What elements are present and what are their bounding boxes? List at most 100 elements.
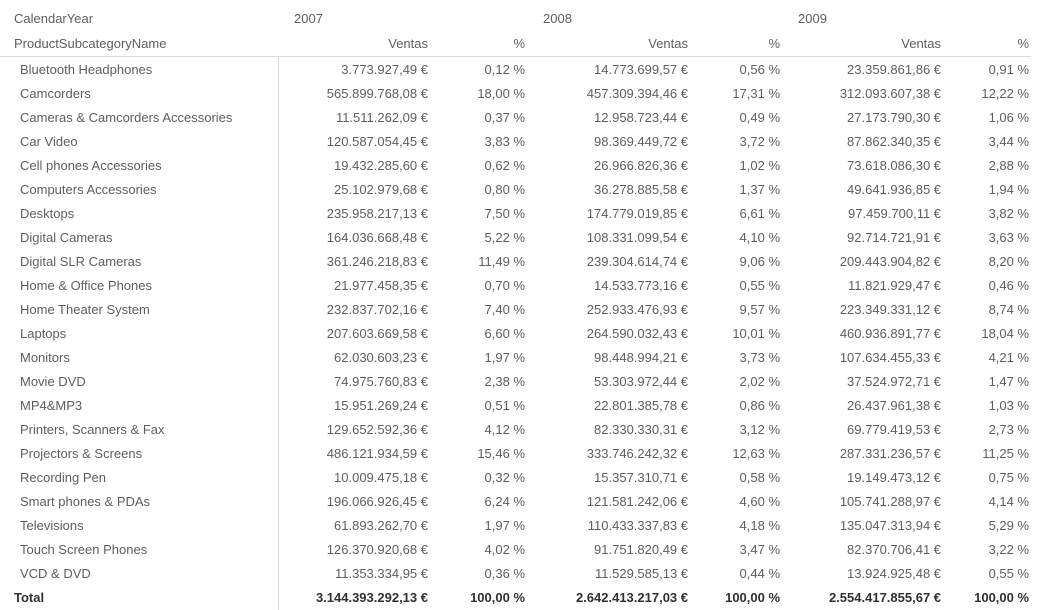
ventas-cell[interactable]: 74.975.760,83 €: [334, 373, 428, 389]
percent-cell[interactable]: 18,00 %: [477, 85, 526, 101]
percent-cell[interactable]: 0,55 %: [988, 565, 1030, 581]
percent-2008-header[interactable]: %: [690, 31, 783, 57]
ventas-cell[interactable]: 3.773.927,49 €: [341, 61, 428, 77]
row-label[interactable]: Printers, Scanners & Fax: [0, 417, 279, 441]
ventas-cell[interactable]: 26.966.826,36 €: [594, 157, 689, 173]
ventas-cell[interactable]: 105.741.288,97 €: [839, 493, 942, 509]
column-dimension-header[interactable]: CalendarYear: [14, 11, 94, 26]
ventas-cell[interactable]: 26.437.961,38 €: [847, 397, 942, 413]
percent-cell[interactable]: 0,32 %: [484, 469, 526, 485]
ventas-cell[interactable]: 108.331.099,54 €: [586, 229, 689, 245]
percent-cell[interactable]: 0,86 %: [739, 397, 781, 413]
row-label[interactable]: Cameras & Camcorders Accessories: [0, 105, 279, 129]
percent-cell[interactable]: 5,29 %: [988, 517, 1030, 533]
row-label[interactable]: Car Video: [0, 129, 279, 153]
ventas-2008-header[interactable]: Ventas: [527, 31, 691, 57]
row-label[interactable]: Smart phones & PDAs: [0, 489, 279, 513]
percent-cell[interactable]: 4,21 %: [988, 349, 1030, 365]
ventas-cell[interactable]: 333.746.242,32 €: [586, 445, 689, 461]
percent-cell[interactable]: 0,55 %: [739, 277, 781, 293]
row-label[interactable]: Televisions: [0, 513, 279, 537]
percent-cell[interactable]: 0,51 %: [484, 397, 526, 413]
percent-cell[interactable]: 5,22 %: [484, 229, 526, 245]
percent-cell[interactable]: 0,44 %: [739, 565, 781, 581]
row-label[interactable]: Cell phones Accessories: [0, 153, 279, 177]
ventas-cell[interactable]: 126.370.920,68 €: [326, 541, 428, 557]
ventas-cell[interactable]: 69.779.419,53 €: [847, 421, 942, 437]
ventas-cell[interactable]: 73.618.086,30 €: [847, 157, 942, 173]
percent-cell[interactable]: 12,63 %: [732, 445, 781, 461]
ventas-cell[interactable]: 11.821.929,47 €: [848, 277, 942, 293]
row-label[interactable]: Digital Cameras: [0, 225, 279, 249]
ventas-cell[interactable]: 22.801.385,78 €: [594, 397, 689, 413]
percent-cell[interactable]: 9,06 %: [739, 253, 781, 269]
percent-2007-header[interactable]: %: [430, 31, 528, 57]
percent-cell[interactable]: 4,60 %: [739, 493, 781, 509]
ventas-cell[interactable]: 21.977.458,35 €: [334, 277, 428, 293]
ventas-cell[interactable]: 61.893.262,70 €: [334, 517, 428, 533]
ventas-cell[interactable]: 174.779.019,85 €: [586, 205, 689, 221]
ventas-cell[interactable]: 11.511.262,09 €: [335, 109, 428, 125]
percent-cell[interactable]: 1,97 %: [484, 517, 526, 533]
row-label[interactable]: Touch Screen Phones: [0, 537, 279, 561]
percent-cell[interactable]: 3,44 %: [988, 133, 1030, 149]
ventas-cell[interactable]: 486.121.934,59 €: [326, 445, 428, 461]
ventas-cell[interactable]: 97.459.700,11 €: [848, 205, 942, 221]
row-label[interactable]: Digital SLR Cameras: [0, 249, 279, 273]
year-header-2007[interactable]: 2007: [294, 11, 323, 26]
ventas-cell[interactable]: 252.933.476,93 €: [586, 301, 689, 317]
ventas-cell[interactable]: 110.433.337,83 €: [587, 517, 689, 533]
percent-cell[interactable]: 17,31 %: [732, 85, 781, 101]
percent-cell[interactable]: 6,60 %: [484, 325, 526, 341]
percent-cell[interactable]: 6,61 %: [739, 205, 781, 221]
percent-cell[interactable]: 11,25 %: [982, 445, 1030, 461]
percent-cell[interactable]: 3,12 %: [739, 421, 781, 437]
row-label[interactable]: MP4&MP3: [0, 393, 279, 417]
ventas-cell[interactable]: 235.958.217,13 €: [326, 205, 428, 221]
ventas-cell[interactable]: 12.958.723,44 €: [594, 109, 689, 125]
percent-cell[interactable]: 3,22 %: [988, 541, 1030, 557]
percent-cell[interactable]: 4,10 %: [739, 229, 781, 245]
year-header-2009[interactable]: 2009: [798, 11, 827, 26]
row-label[interactable]: Camcorders: [0, 81, 279, 105]
ventas-cell[interactable]: 361.246.218,83 €: [326, 253, 428, 269]
percent-cell[interactable]: 3,73 %: [739, 349, 781, 365]
percent-cell[interactable]: 4,18 %: [739, 517, 781, 533]
percent-cell[interactable]: 9,57 %: [739, 301, 781, 317]
row-label[interactable]: Computers Accessories: [0, 177, 279, 201]
ventas-cell[interactable]: 196.066.926,45 €: [326, 493, 428, 509]
row-label[interactable]: Projectors & Screens: [0, 441, 279, 465]
ventas-cell[interactable]: 15.951.269,24 €: [334, 397, 428, 413]
ventas-cell[interactable]: 82.330.330,31 €: [594, 421, 689, 437]
percent-cell[interactable]: 11,49 %: [478, 253, 526, 269]
percent-cell[interactable]: 1,94 %: [988, 181, 1030, 197]
row-label[interactable]: Movie DVD: [0, 369, 279, 393]
ventas-cell[interactable]: 223.349.331,12 €: [839, 301, 942, 317]
percent-cell[interactable]: 0,56 %: [739, 61, 781, 77]
percent-cell[interactable]: 0,49 %: [739, 109, 781, 125]
percent-cell[interactable]: 3,63 %: [988, 229, 1030, 245]
row-label[interactable]: VCD & DVD: [0, 561, 279, 585]
ventas-2007-header[interactable]: Ventas: [278, 31, 430, 57]
percent-cell[interactable]: 3,83 %: [484, 133, 526, 149]
ventas-cell[interactable]: 11.353.334,95 €: [334, 565, 428, 581]
ventas-cell[interactable]: 120.587.054,45 €: [326, 133, 428, 149]
ventas-cell[interactable]: 23.359.861,86 €: [847, 61, 942, 77]
ventas-cell[interactable]: 92.714.721,91 €: [847, 229, 942, 245]
ventas-cell[interactable]: 460.936.891,77 €: [839, 325, 942, 341]
ventas-cell[interactable]: 25.102.979,68 €: [334, 181, 428, 197]
row-label[interactable]: Monitors: [0, 345, 279, 369]
ventas-cell[interactable]: 11.529.585,13 €: [595, 565, 689, 581]
percent-cell[interactable]: 0,58 %: [739, 469, 781, 485]
row-label[interactable]: Laptops: [0, 321, 279, 345]
row-label[interactable]: Recording Pen: [0, 465, 279, 489]
percent-2009-header[interactable]: %: [943, 31, 1032, 57]
percent-cell[interactable]: 1,03 %: [988, 397, 1030, 413]
ventas-cell[interactable]: 37.524.972,71 €: [847, 373, 942, 389]
ventas-cell[interactable]: 239.304.614,74 €: [586, 253, 689, 269]
percent-cell[interactable]: 0,36 %: [484, 565, 526, 581]
ventas-cell[interactable]: 62.030.603,23 €: [334, 349, 428, 365]
ventas-cell[interactable]: 13.924.925,48 €: [847, 565, 942, 581]
row-label[interactable]: Home & Office Phones: [0, 273, 279, 297]
ventas-cell[interactable]: 207.603.669,58 €: [326, 325, 428, 341]
